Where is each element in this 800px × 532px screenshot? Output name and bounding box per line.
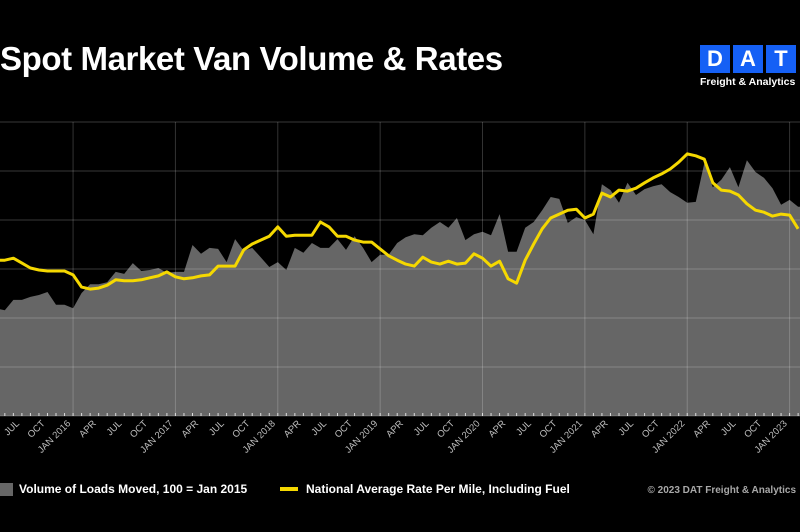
- x-tick-label: JUL: [309, 418, 329, 438]
- x-tick-label: OCT: [640, 418, 662, 440]
- legend-swatch-rate: [280, 487, 298, 491]
- x-tick-label: APR: [691, 418, 713, 440]
- x-tick-label: JUL: [514, 418, 534, 438]
- x-tick-label: JUL: [207, 418, 227, 438]
- volume-area: [0, 160, 800, 416]
- legend-swatch-volume: [0, 482, 13, 496]
- x-tick-label: APR: [589, 418, 611, 440]
- x-tick-label: JUL: [719, 418, 739, 438]
- x-tick-label: OCT: [333, 418, 355, 440]
- x-tick-label: APR: [77, 418, 99, 440]
- legend-label-rate: National Average Rate Per Mile, Includin…: [306, 482, 570, 496]
- dat-logo: D A T Freight & Analytics: [700, 45, 796, 88]
- logo-letter: A: [733, 45, 763, 73]
- x-tick-label: JUL: [412, 418, 432, 438]
- rate-line: [0, 152, 800, 291]
- legend-label-volume: Volume of Loads Moved, 100 = Jan 2015: [19, 482, 248, 496]
- chart-title: Spot Market Van Volume & Rates: [0, 40, 503, 77]
- copyright: © 2023 DAT Freight & Analytics: [647, 485, 796, 496]
- x-tick-label: OCT: [742, 418, 764, 440]
- x-tick-label: JUL: [105, 418, 125, 438]
- x-tick-label: APR: [384, 418, 406, 440]
- x-tick-label: OCT: [537, 418, 559, 440]
- x-tick-label: JUL: [2, 418, 22, 438]
- x-tick-label: OCT: [435, 418, 457, 440]
- logo-letter: D: [700, 45, 730, 73]
- x-tick-label: APR: [282, 418, 304, 440]
- logo-letter: T: [766, 45, 796, 73]
- legend-item-volume: Volume of Loads Moved, 100 = Jan 2015: [0, 482, 247, 496]
- legend-item-rate: National Average Rate Per Mile, Includin…: [280, 482, 570, 496]
- x-tick-label: JUL: [616, 418, 636, 438]
- x-tick-label: OCT: [128, 418, 150, 440]
- x-tick-label: OCT: [26, 418, 48, 440]
- logo-subtitle: Freight & Analytics: [700, 76, 796, 88]
- x-tick-label: OCT: [230, 418, 252, 440]
- x-tick-label: APR: [180, 418, 202, 440]
- x-tick-label: APR: [487, 418, 509, 440]
